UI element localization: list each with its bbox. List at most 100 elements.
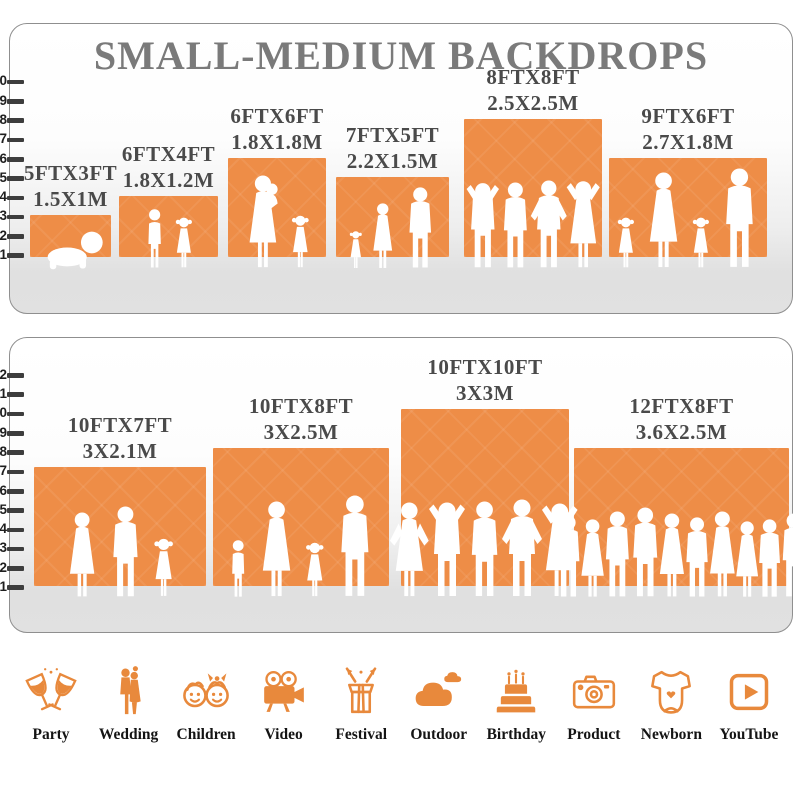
ruler-number: 10	[0, 73, 7, 89]
people-silhouettes	[228, 175, 326, 270]
people-silhouettes	[557, 507, 800, 599]
festival-icon	[345, 667, 377, 714]
backdrop-size-m: 2.5X2.5M	[487, 90, 579, 115]
man-silhouette	[783, 513, 800, 597]
girl-silhouette	[306, 542, 324, 597]
people-silhouettes	[390, 499, 578, 599]
man-arms-up-silhouette	[429, 502, 466, 596]
ruler-tick	[7, 392, 24, 397]
people-silhouettes	[464, 178, 602, 270]
backdrop-8ftx8ft: 8FTX8FT 2.5X2.5M	[464, 24, 602, 313]
boy-silhouette	[148, 209, 161, 268]
people-silhouettes	[119, 208, 218, 270]
backdrop-size-m: 2.2X1.5M	[346, 148, 439, 173]
backdrop-box	[228, 157, 326, 257]
man-silhouette	[409, 187, 431, 268]
woman-holding-baby-silhouette	[249, 175, 278, 268]
backdrop-size-ft: 6FTX6FT	[230, 103, 324, 128]
girl-silhouette	[692, 217, 710, 268]
ruler-tick	[7, 527, 24, 533]
ruler-number: 3	[0, 540, 7, 556]
man-hands-on-hips-silhouette	[530, 180, 567, 268]
ruler-number: 10	[0, 405, 7, 421]
category-label: Children	[176, 726, 236, 743]
backdrop-size-m: 1.8X1.2M	[122, 168, 215, 193]
ruler-tick	[7, 99, 24, 104]
man-hands-on-hips-silhouette	[502, 499, 543, 596]
category-item-children: Children	[169, 658, 243, 768]
backdrop-size-ft: 10FTX10FT	[427, 355, 543, 380]
ruler-number: 8	[0, 443, 7, 459]
backdrop-size-ft: 10FTX8FT	[248, 393, 354, 418]
backdrop-box	[401, 409, 569, 586]
category-label: YouTube	[719, 726, 779, 743]
category-label: Birthday	[486, 726, 546, 743]
ruler-tick	[7, 585, 24, 590]
ruler-number: 12	[0, 366, 7, 382]
backdrop-size-label: 9FTX6FT 2.7X1.8M	[641, 103, 734, 155]
man-silhouette	[759, 519, 781, 597]
man-arms-up-silhouette	[466, 183, 499, 268]
people-silhouettes	[609, 168, 767, 270]
ruler-tick	[7, 156, 24, 162]
backdrop-7ftx5ft: 7FTX5FT 2.2X1.5M	[336, 24, 449, 313]
category-item-birthday: Birthday	[479, 658, 553, 768]
birthday-icon	[497, 669, 536, 713]
ruler-tick	[7, 234, 24, 239]
category-item-outdoor: Outdoor	[402, 658, 476, 768]
ruler-tick	[7, 253, 24, 258]
newborn-icon	[651, 670, 692, 714]
backdrop-size-m: 3X2.1M	[82, 439, 158, 464]
size-chart-panel-top: SMALL-MEDIUM BACKDROPS 1 2 3 4 5 6 7 8 9 10 5FTX3F…	[0, 23, 793, 314]
people-silhouettes	[34, 506, 206, 599]
man-silhouette	[557, 515, 580, 597]
backdrop-size-label: 6FTX4FT 1.8X1.2M	[122, 141, 215, 193]
ruler-tick	[7, 431, 24, 436]
backdrop-size-label: 6FTX6FT 1.8X1.8M	[230, 103, 323, 155]
girl-silhouette	[176, 217, 193, 268]
backdrop-size-m: 1.8X1.8M	[231, 129, 323, 154]
category-label: Outdoor	[410, 726, 468, 743]
ruler-tick	[7, 546, 24, 552]
woman-arms-up-silhouette	[566, 181, 600, 268]
ruler-tick	[7, 176, 24, 181]
backdrop-size-label: 10FTX8FT 3X2.5M	[249, 393, 353, 445]
girl-silhouette	[291, 215, 309, 268]
backdrop-10ftx7ft: 10FTX7FT 3X2.1M	[34, 338, 206, 632]
man-silhouette	[504, 182, 528, 268]
ruler-tick	[7, 195, 24, 201]
backdrop-size-ft: 5FTX3FT	[23, 161, 118, 186]
backdrop-size-ft: 12FTX8FT	[629, 393, 734, 418]
category-label: Newborn	[640, 726, 702, 743]
backdrop-size-m: 3.6X2.5M	[635, 419, 728, 444]
man-silhouette	[632, 507, 657, 597]
backdrop-box	[119, 196, 218, 257]
backdrop-size-label: 10FTX7FT 3X2.1M	[68, 412, 172, 464]
ruler-tick	[7, 79, 24, 85]
backdrop-5ftx3ft: 5FTX3FT 1.5X1M	[24, 24, 117, 313]
size-chart-panel-bottom: 12345678910111210FTX7FT3X2.1M10FTX8FT3X2…	[0, 337, 800, 633]
backdrop-size-m: 1.5X1M	[33, 187, 108, 212]
backdrop-size-ft: 8FTX8FT	[486, 64, 580, 89]
ruler-tick	[7, 118, 24, 123]
backdrop-size-ft: 6FTX4FT	[121, 142, 216, 167]
category-item-product: Product	[557, 658, 631, 768]
category-label: Wedding	[98, 726, 159, 743]
ruler-number: 1	[0, 247, 7, 262]
ruler-tick	[7, 214, 24, 220]
people-silhouettes	[336, 187, 449, 270]
girl-silhouette	[618, 217, 635, 268]
ruler-tick	[7, 450, 24, 455]
category-item-newborn: Newborn	[634, 658, 708, 768]
youtube-icon	[729, 673, 769, 711]
ruler-number: 1	[0, 579, 7, 594]
backdrop-10ftx8ft: 10FTX8FT 3X2.5M	[213, 338, 389, 632]
woman-silhouette	[660, 513, 685, 597]
backdrop-size-label: 12FTX8FT 3.6X2.5M	[629, 393, 733, 445]
man-silhouette	[686, 517, 708, 597]
woman-silhouette	[69, 512, 95, 597]
woman-silhouette	[373, 203, 393, 268]
category-item-wedding: Wedding	[92, 658, 166, 768]
ruler-tick	[7, 373, 24, 378]
